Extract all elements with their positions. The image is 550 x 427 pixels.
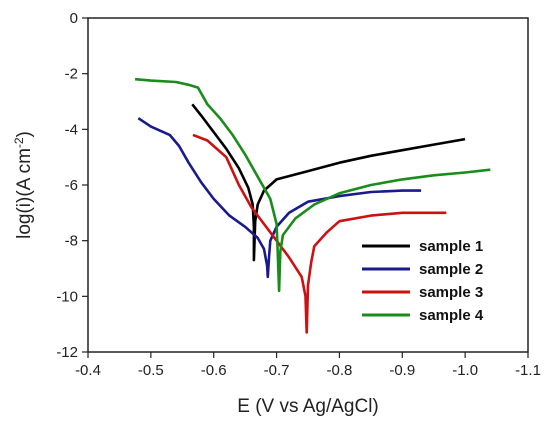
y-tick-label: 0 bbox=[70, 10, 78, 27]
y-axis-label-superscript: -2 bbox=[12, 137, 26, 148]
y-tick-label: -8 bbox=[65, 233, 78, 250]
y-tick-label: -6 bbox=[65, 177, 78, 194]
y-tick-label: -12 bbox=[56, 344, 78, 361]
legend-label: sample 3 bbox=[419, 284, 483, 301]
y-axis-label-tail: ) bbox=[14, 131, 35, 137]
x-tick-label: -1.0 bbox=[452, 362, 478, 379]
series-lines bbox=[134, 77, 491, 334]
x-tick-label: -0.6 bbox=[201, 362, 227, 379]
y-axis-label-main: log(i)(A cm bbox=[14, 148, 35, 239]
x-tick-label: -0.9 bbox=[389, 362, 415, 379]
x-tick-label: -0.5 bbox=[138, 362, 164, 379]
legend: sample 1 sample 2 sample 3 sample 4 bbox=[362, 238, 484, 324]
y-tick-label: -2 bbox=[65, 66, 78, 83]
y-axis: 0 -2 -4 -6 -8 -10 -12 bbox=[56, 10, 88, 361]
x-tick-label: -0.4 bbox=[75, 362, 101, 379]
x-tick-label: -1.1 bbox=[515, 362, 541, 379]
y-tick-label: -4 bbox=[65, 121, 78, 138]
y-tick-label: -10 bbox=[56, 288, 78, 305]
series-line-4 bbox=[134, 77, 491, 293]
x-axis: -0.4 -0.5 -0.6 -0.7 -0.8 -0.9 -1.0 -1.1 bbox=[75, 352, 541, 379]
series-line-3 bbox=[192, 133, 447, 334]
series-line-1 bbox=[191, 103, 466, 262]
x-tick-label: -0.7 bbox=[264, 362, 290, 379]
legend-label: sample 4 bbox=[419, 307, 484, 324]
x-axis-label: E (V vs Ag/AgCl) bbox=[237, 396, 379, 417]
y-axis-label: log(i)(A cm-2) bbox=[12, 131, 35, 239]
legend-label: sample 2 bbox=[419, 261, 483, 278]
legend-label: sample 1 bbox=[419, 238, 483, 255]
x-tick-label: -0.8 bbox=[326, 362, 352, 379]
